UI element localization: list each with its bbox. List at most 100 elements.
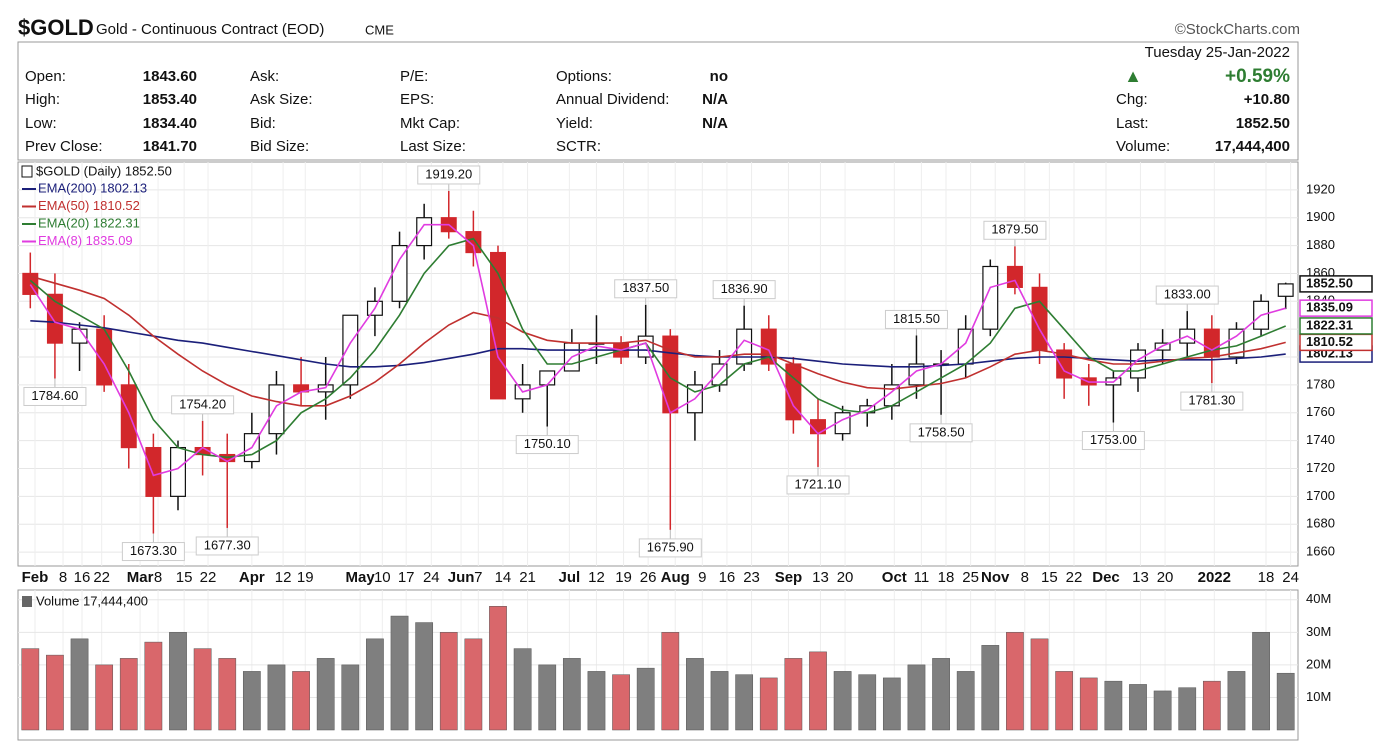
symbol: $GOLD <box>18 15 94 40</box>
volume-bar <box>1202 680 1221 731</box>
x-tick-label: 8 <box>1021 569 1029 586</box>
x-tick-label: 19 <box>615 569 632 586</box>
y-tick-label: 1900 <box>1306 209 1335 224</box>
annotation-label: 1784.60 <box>31 388 78 403</box>
annotation-label: 1673.30 <box>130 543 177 558</box>
annotation-box <box>786 475 850 495</box>
candle-body <box>342 314 359 386</box>
annotation-box <box>121 542 185 562</box>
x-tick-label: 25 <box>962 569 979 586</box>
volume-bar <box>735 674 754 731</box>
volume-bar <box>587 671 606 731</box>
x-tick-label: Jul <box>559 569 581 586</box>
x-tick-label: 24 <box>1282 569 1299 586</box>
volume-bar <box>612 674 630 731</box>
volume-bar <box>292 671 310 731</box>
x-tick-label: 16 <box>74 569 91 586</box>
candle-body <box>120 384 137 449</box>
annotation-label: 1919.20 <box>425 166 472 181</box>
x-tick-label: 23 <box>743 569 760 586</box>
x-tick-label: 15 <box>176 569 193 586</box>
price-panel <box>17 161 1299 567</box>
legend-entry: EMA(200) 1802.13 <box>38 180 147 195</box>
field-value: no <box>710 68 728 85</box>
volume-bar <box>1006 632 1024 731</box>
volume-bar <box>956 671 975 731</box>
volume-bar <box>1104 680 1123 731</box>
annotation-box <box>983 220 1047 240</box>
quote-date: Tuesday 25-Jan-2022 <box>1145 44 1290 61</box>
y-tick-label: 1700 <box>1306 488 1335 503</box>
legend-entry: EMA(8) 1835.09 <box>38 233 133 248</box>
volume-bar <box>1055 671 1074 731</box>
legend-title: $GOLD (Daily) 1852.50 <box>36 163 172 178</box>
x-tick-label: Dec <box>1092 569 1120 586</box>
field-label: SCTR: <box>556 138 601 155</box>
candle-body <box>465 231 482 254</box>
x-tick-label: 19 <box>297 569 314 586</box>
x-tick-label: 13 <box>812 569 829 586</box>
volume-bar <box>1153 690 1172 731</box>
field-label: P/E: <box>400 68 428 85</box>
annotation-box <box>195 536 259 556</box>
volume-bar <box>710 671 729 731</box>
legend-title: Volume 17,444,400 <box>36 593 148 608</box>
field-label: Mkt Cap: <box>400 115 460 132</box>
field-value: N/A <box>702 115 728 132</box>
volume-bar <box>1129 684 1147 731</box>
field-label: EPS: <box>400 91 434 108</box>
y-tick-label: 30M <box>1306 624 1331 639</box>
field-label: Volume: <box>1116 138 1170 155</box>
candle-body <box>145 446 162 497</box>
volume-bar <box>538 664 557 731</box>
field-label: Low: <box>25 115 57 132</box>
candle-body <box>711 363 728 386</box>
y-tick-label: 10M <box>1306 689 1331 704</box>
volume-bar <box>218 658 237 731</box>
field-value: 1841.70 <box>143 138 197 155</box>
annotation-label: 1721.10 <box>795 476 842 491</box>
x-tick-label: 18 <box>938 569 955 586</box>
x-tick-label: 15 <box>1041 569 1058 586</box>
field-label: Last: <box>1116 115 1149 132</box>
candle-body <box>391 244 408 302</box>
field-label: Yield: <box>556 115 593 132</box>
field-value: 1834.40 <box>143 115 197 132</box>
volume-bar <box>833 671 852 731</box>
field-label: Options: <box>556 68 612 85</box>
y-tick-label: 1760 <box>1306 404 1335 419</box>
field-label: Chg: <box>1116 91 1148 108</box>
legend-entry: EMA(20) 1822.31 <box>38 215 140 230</box>
y-tick-label: 1920 <box>1306 181 1335 196</box>
field-value: 1853.40 <box>143 91 197 108</box>
quote-box <box>17 41 1299 161</box>
candle-body <box>170 446 186 497</box>
volume-bar <box>193 648 212 731</box>
x-tick-label: 17 <box>398 569 415 586</box>
field-label: Ask Size: <box>250 91 313 108</box>
volume-bar <box>119 658 138 731</box>
annotation-label: 1754.20 <box>179 396 226 411</box>
x-tick-label: Jun <box>448 569 475 586</box>
x-tick-label: Oct <box>882 569 907 586</box>
x-tick-label: 10 <box>374 569 391 586</box>
price-badge-label: 1852.50 <box>1306 275 1353 290</box>
volume-bar <box>784 658 803 731</box>
volume-bar <box>415 622 434 731</box>
volume-bar <box>1227 671 1246 731</box>
price-badge <box>1299 275 1373 293</box>
volume-bar <box>1030 638 1049 731</box>
legend-icon <box>22 596 32 607</box>
volume-bar <box>21 648 40 731</box>
x-tick-label: Sep <box>775 569 803 586</box>
volume-bar <box>366 638 384 731</box>
annotation-box <box>614 279 678 299</box>
volume-bar <box>981 645 1000 731</box>
annotation-box <box>23 386 87 406</box>
y-tick-label: 1680 <box>1306 516 1335 531</box>
x-tick-label: 13 <box>1132 569 1149 586</box>
field-label: Annual Dividend: <box>556 91 669 108</box>
volume-bar <box>809 651 827 731</box>
volume-bar <box>489 606 507 731</box>
